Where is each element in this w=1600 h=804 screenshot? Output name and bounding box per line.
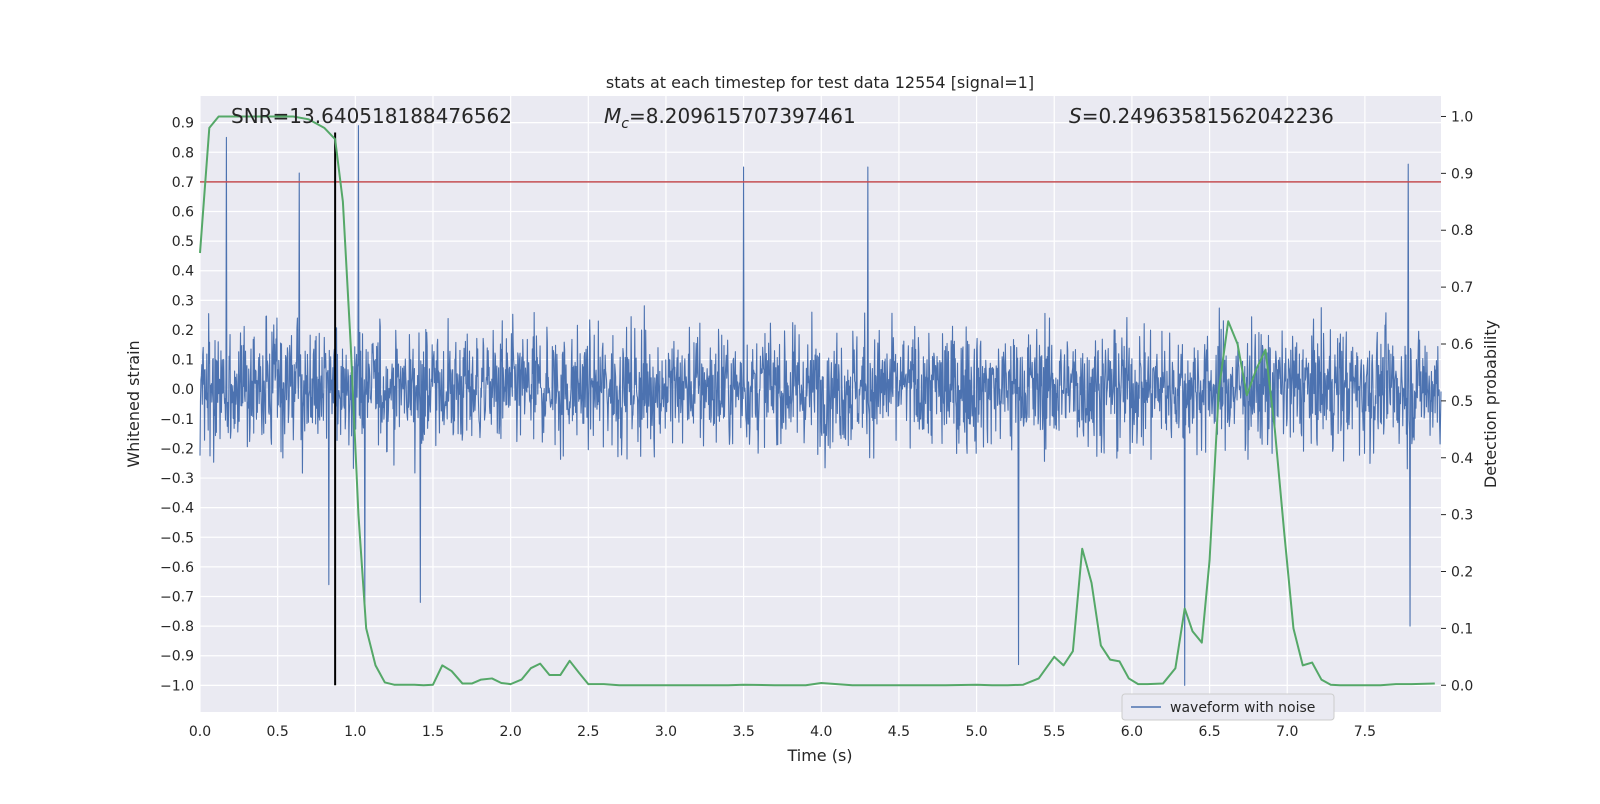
y-left-tick-label: −0.5: [160, 530, 194, 546]
y-left-tick-label: −0.9: [160, 649, 194, 665]
x-tick-label: 4.0: [810, 724, 832, 740]
legend-box: [1121, 693, 1335, 721]
y-right-tick-label: 0.8: [1451, 223, 1473, 239]
x-tick-label: 0.0: [189, 724, 211, 740]
s-symbol: S: [1069, 104, 1082, 128]
y-left-tick-label: −0.2: [160, 441, 194, 457]
detection-probability-line: [199, 115, 1435, 687]
x-tick-label: 5.5: [1043, 724, 1065, 740]
y-right-tick-label: 0.6: [1451, 337, 1473, 353]
y-axis-label-left: Whitened strain: [124, 340, 143, 467]
y-left-tick-label: 0.4: [172, 264, 194, 280]
y-right-tick-label: 0.2: [1451, 565, 1473, 581]
x-tick-label: 6.0: [1121, 724, 1143, 740]
y-left-tick-label: −0.6: [160, 560, 194, 576]
y-right-tick-label: 0.9: [1451, 166, 1473, 182]
s-value: =0.24963581562042236: [1082, 104, 1334, 128]
y-left-tick-label: −0.4: [160, 501, 194, 517]
y-left-tick-label: −0.3: [160, 471, 194, 487]
strain-series: [199, 125, 1442, 686]
x-tick-label: 2.0: [500, 724, 522, 740]
x-tick-label: 1.5: [422, 724, 444, 740]
y-left-tick-label: 0.8: [172, 145, 194, 161]
chirp-mass-symbol: M: [604, 104, 621, 128]
x-tick-label: 3.5: [732, 724, 754, 740]
y-left-tick-label: 0.6: [172, 205, 194, 221]
y-left-tick-label: 0.3: [172, 293, 194, 309]
x-tick-label: 4.5: [888, 724, 910, 740]
s-annotation: S=0.24963581562042236: [1069, 104, 1334, 128]
y-right-tick-label: 0.5: [1451, 394, 1473, 410]
x-tick-label: 1.0: [344, 724, 366, 740]
y-left-tick-label: 0.5: [172, 234, 194, 250]
y-right-tick-label: 0.0: [1451, 678, 1473, 694]
y-left-tick-label: 0.0: [172, 382, 194, 398]
x-tick-label: 3.0: [655, 724, 677, 740]
chirp-mass-value: =8.209615707397461: [629, 104, 856, 128]
x-tick-label: 0.5: [267, 724, 289, 740]
x-tick-label: 7.5: [1354, 724, 1376, 740]
y-left-tick-label: −0.7: [160, 590, 194, 606]
y-left-tick-label: −0.8: [160, 619, 194, 635]
y-right-tick-label: 1.0: [1451, 109, 1473, 125]
legend: waveform with noise: [1121, 693, 1335, 721]
y-axis-label-right: Detection probability: [1481, 320, 1500, 488]
y-right-tick-label: 0.4: [1451, 451, 1473, 467]
y-left-tick-label: 0.1: [172, 353, 194, 369]
x-tick-label: 6.5: [1198, 724, 1220, 740]
snr-annotation: SNR=13.640518188476562: [231, 104, 512, 128]
y-left-tick-label: 0.2: [172, 323, 194, 339]
probability-series: [199, 115, 1435, 687]
chart-title: stats at each timestep for test data 125…: [606, 73, 1034, 92]
y-left-tick-label: 0.9: [172, 116, 194, 132]
legend-label-waveform: waveform with noise: [1170, 700, 1315, 716]
y-left-tick-label: −0.1: [160, 412, 194, 428]
reference-lines: [200, 132, 1441, 686]
chirp-mass-subscript: c: [621, 116, 629, 132]
tick-labels: 0.0 0.5 1.0 1.5 2.0 2.5 3.0 3.5 4.0 4.5 5.0 5.5 6.0 6…: [160, 109, 1473, 740]
x-tick-label: 2.5: [577, 724, 599, 740]
y-right-tick-label: 0.1: [1451, 621, 1473, 637]
y-right-tick-label: 0.3: [1451, 508, 1473, 524]
x-axis-label: Time (s): [786, 746, 852, 765]
strain-line: [199, 125, 1442, 686]
y-left-tick-label: 0.7: [172, 175, 194, 191]
chirp-mass-annotation: Mc=8.209615707397461: [604, 104, 856, 132]
x-tick-label: 5.0: [965, 724, 987, 740]
y-right-tick-label: 0.7: [1451, 280, 1473, 296]
x-tick-label: 7.0: [1276, 724, 1298, 740]
y-left-tick-label: −1.0: [160, 678, 194, 694]
